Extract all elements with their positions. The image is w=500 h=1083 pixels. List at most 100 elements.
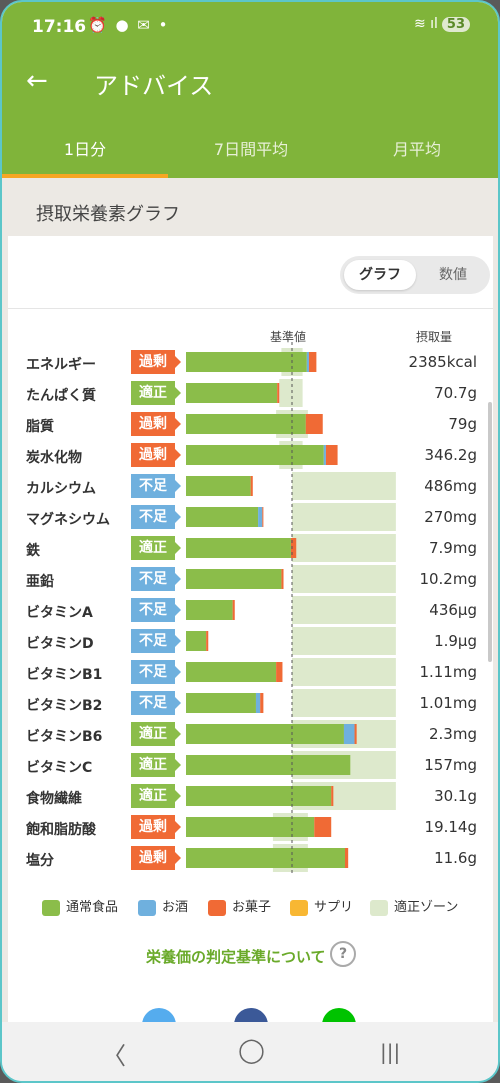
legend-sweets: お菓子 <box>208 896 271 916</box>
nutrient-row: ビタミンA 不足 436μg <box>8 595 493 626</box>
alcohol-swatch <box>138 899 156 916</box>
nutrient-row: ビタミンB2 不足 1.01mg <box>8 688 493 719</box>
criteria-link[interactable]: 栄養価の判定基準について <box>146 948 326 966</box>
zone-swatch <box>370 899 388 916</box>
app-bar: ← アドバイス <box>2 52 498 114</box>
status-badge: 過剰 <box>131 846 181 870</box>
nutrient-name: ビタミンC <box>26 760 93 776</box>
status-badge: 不足 <box>131 474 181 498</box>
standard-value-header: 基準値 <box>270 330 307 344</box>
nutrient-card: 摂取栄養素グラフ グラフ 数値 基準値 摂取量 エネルギー 過剰 2385kcal た… <box>8 184 493 1042</box>
intake-value: 157mg <box>424 756 477 774</box>
nutrient-row: ビタミンB6 適正 2.3mg <box>8 719 493 750</box>
legend-alcohol: お酒 <box>138 896 188 916</box>
nutrient-row: 塩分 過剰 11.6g <box>8 843 493 874</box>
status-badge: 不足 <box>131 567 181 591</box>
nutrient-row: 炭水化物 過剰 346.2g <box>8 440 493 471</box>
legend-label: 適正ゾーン <box>394 900 459 915</box>
legend-zone: 適正ゾーン <box>370 896 458 916</box>
page-title: アドバイス <box>94 72 214 100</box>
intake-value: 1.01mg <box>419 694 477 712</box>
nutrient-row: マグネシウム 不足 270mg <box>8 502 493 533</box>
intake-value: 11.6g <box>434 849 477 867</box>
period-tabs: 1日分 7日間平均 月平均 <box>2 114 498 178</box>
nutrient-name: カルシウム <box>26 481 96 497</box>
nutrient-name: ビタミンA <box>26 605 93 621</box>
nutrient-row: 食物繊維 適正 30.1g <box>8 781 493 812</box>
nutrient-name: ビタミンD <box>26 636 94 652</box>
status-badge: 不足 <box>131 691 181 715</box>
divider <box>8 308 493 309</box>
nutrient-name: 食物繊維 <box>26 791 82 807</box>
intake-value: 10.2mg <box>419 570 477 588</box>
help-icon[interactable]: ? <box>330 941 356 967</box>
intake-value: 436μg <box>429 601 477 619</box>
tab-month-average[interactable]: 月平均 <box>392 140 441 159</box>
intake-value: 7.9mg <box>429 539 477 557</box>
numbers-toggle-button[interactable]: 数値 <box>439 267 467 283</box>
legend-label: お菓子 <box>232 900 272 915</box>
status-badge: 適正 <box>131 722 181 746</box>
status-badge: 不足 <box>131 660 181 684</box>
nutrient-name: 飽和脂肪酸 <box>26 822 96 838</box>
nutrient-row: たんぱく質 適正 70.7g <box>8 378 493 409</box>
intake-value: 30.1g <box>434 787 477 805</box>
nav-recent-icon[interactable]: ||| <box>380 1040 401 1064</box>
nutrient-name: 炭水化物 <box>26 450 82 466</box>
status-badge: 不足 <box>131 629 181 653</box>
nutrient-name: 亜鉛 <box>26 574 54 590</box>
nutrient-name: 鉄 <box>26 543 40 559</box>
signal-icons: ≋ ıl 53 <box>414 16 470 32</box>
graph-toggle-button[interactable]: グラフ <box>344 260 416 290</box>
chart-legend: 通常食品 お酒 お菓子 サプリ 適正ゾーン <box>8 896 493 926</box>
nutrient-name: ビタミンB2 <box>26 698 103 714</box>
status-badge: 適正 <box>131 753 181 777</box>
nutrient-row: カルシウム 不足 486mg <box>8 471 493 502</box>
status-badge: 過剰 <box>131 350 181 374</box>
intake-value: 70.7g <box>434 384 477 402</box>
nutrient-name: ビタミンB6 <box>26 729 103 745</box>
sweets-swatch <box>208 899 226 916</box>
legend-label: サプリ <box>314 900 354 915</box>
legend-normal: 通常食品 <box>42 896 118 916</box>
notification-icons: ⏰ ● ✉ • <box>88 16 170 34</box>
nutrient-row: ビタミンC 適正 157mg <box>8 750 493 781</box>
status-badge: 不足 <box>131 598 181 622</box>
content-area: 摂取栄養素グラフ グラフ 数値 基準値 摂取量 エネルギー 過剰 2385kcal た… <box>2 178 498 1042</box>
battery-icon: 53 <box>441 17 470 32</box>
status-badge: 過剰 <box>131 412 181 436</box>
status-badge: 適正 <box>131 784 181 808</box>
nutrient-row: 飽和脂肪酸 過剰 19.14g <box>8 812 493 843</box>
back-arrow-icon[interactable]: ← <box>26 66 48 96</box>
nutrient-row: 脂質 過剰 79g <box>8 409 493 440</box>
supplement-swatch <box>290 899 308 916</box>
view-toggle: グラフ 数値 <box>340 256 490 294</box>
section-title: 摂取栄養素グラフ <box>36 204 180 225</box>
legend-label: 通常食品 <box>66 900 119 915</box>
status-badge: 不足 <box>131 505 181 529</box>
status-bar: 17:16 ⏰ ● ✉ • ≋ ıl 53 <box>2 2 498 52</box>
nutrient-name: エネルギー <box>26 357 96 373</box>
intake-header: 摂取量 <box>416 330 453 344</box>
intake-value: 346.2g <box>424 446 477 464</box>
legend-label: お酒 <box>162 900 189 915</box>
intake-value: 2385kcal <box>408 353 477 371</box>
intake-value: 486mg <box>424 477 477 495</box>
status-badge: 過剰 <box>131 815 181 839</box>
wifi-signal-icon: ≋ ıl <box>413 16 438 32</box>
status-time: 17:16 <box>32 17 87 37</box>
normal-food-swatch <box>42 899 60 916</box>
tab-week-average[interactable]: 7日間平均 <box>213 140 289 159</box>
scrollbar[interactable] <box>488 402 492 662</box>
nutrient-name: マグネシウム <box>26 512 110 528</box>
nav-back-icon[interactable]: 〈 <box>102 1042 126 1070</box>
nav-home-icon[interactable]: ◯ <box>238 1036 265 1064</box>
nutrient-row: エネルギー 過剰 2385kcal <box>8 347 493 378</box>
intake-value: 1.9μg <box>434 632 477 650</box>
tab-day[interactable]: 1日分 <box>63 140 107 159</box>
nutrient-name: ビタミンB1 <box>26 667 103 683</box>
card-header: 摂取栄養素グラフ <box>8 184 493 236</box>
system-nav-bar: 〈 ◯ ||| <box>2 1022 498 1081</box>
intake-value: 19.14g <box>424 818 477 836</box>
